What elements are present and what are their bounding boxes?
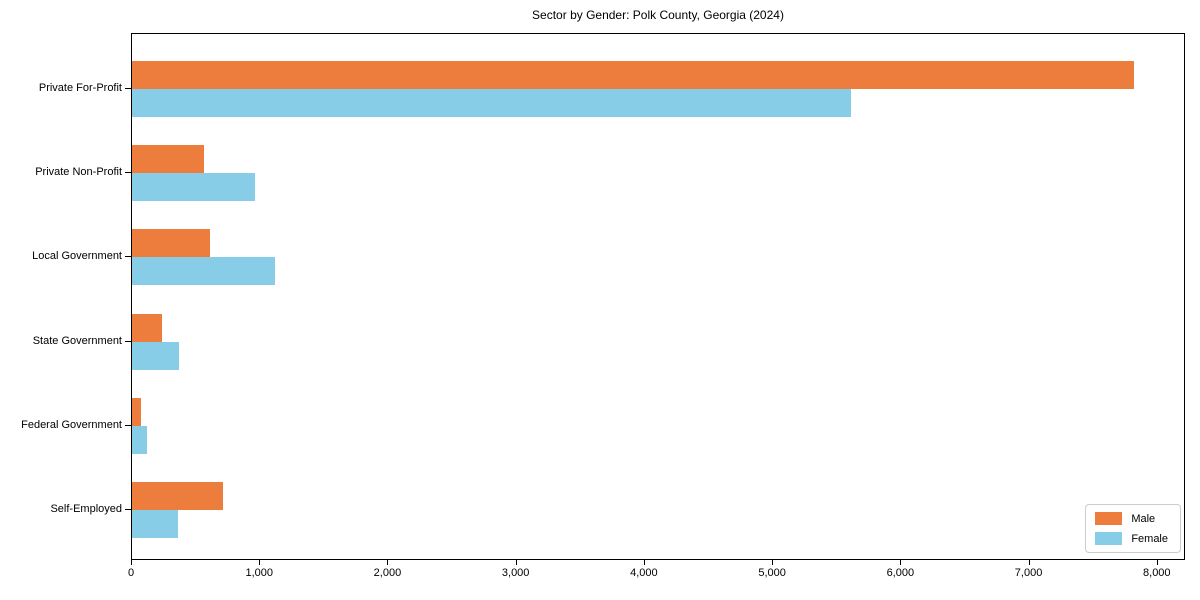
bar-female-private-non-profit	[132, 173, 255, 202]
legend-label-female: Female	[1131, 532, 1168, 545]
y-tick-mark	[125, 88, 131, 89]
x-tick-mark	[259, 560, 261, 565]
bar-male-self-employed	[132, 482, 223, 510]
legend: Male Female	[1085, 504, 1181, 553]
bar-male-private-non-profit	[132, 145, 204, 174]
x-tick-label: 8,000	[1143, 567, 1171, 579]
y-tick-mark	[125, 509, 131, 510]
x-tick-mark	[772, 560, 774, 565]
y-tick-mark	[125, 256, 131, 258]
legend-label-male: Male	[1131, 512, 1156, 525]
y-tick-mark	[125, 424, 131, 426]
bar-female-state-government	[132, 341, 180, 370]
bar-male-federal-government	[132, 397, 142, 426]
x-tick-label: 6,000	[886, 567, 915, 579]
x-tick-mark	[900, 560, 902, 565]
x-tick-mark	[515, 560, 517, 565]
y-tick-label: Local Government	[32, 250, 122, 263]
y-tick-label: Private Non-Profit	[35, 166, 122, 179]
x-tick-label: 4,000	[630, 567, 658, 579]
x-tick-label: 0	[127, 567, 135, 579]
x-tick-mark	[131, 560, 132, 565]
x-tick-label: 5,000	[758, 567, 786, 579]
y-tick-label: Self-Employed	[50, 503, 122, 515]
bar-male-local-government	[132, 229, 211, 258]
y-tick-mark	[125, 340, 131, 342]
x-tick-mark	[1156, 560, 1158, 565]
legend-swatch-male-icon	[1095, 512, 1123, 525]
x-tick-label: 1,000	[245, 567, 273, 579]
legend-item-female: Female	[1095, 532, 1168, 545]
chart-title: Sector by Gender: Polk County, Georgia (…	[532, 8, 784, 22]
x-tick-label: 7,000	[1014, 567, 1043, 579]
bar-female-self-employed	[132, 510, 179, 538]
x-tick-mark	[643, 560, 645, 565]
y-tick-label: Private For-Profit	[38, 82, 122, 94]
x-tick-mark	[1028, 560, 1030, 565]
x-tick-mark	[387, 560, 389, 565]
y-tick-label: Federal Government	[21, 418, 122, 431]
y-tick-label: State Government	[32, 334, 122, 347]
legend-swatch-female-icon	[1095, 532, 1123, 545]
y-tick-mark	[125, 172, 131, 174]
x-tick-label: 2,000	[373, 567, 402, 579]
x-tick-label: 3,000	[501, 567, 530, 579]
bar-female-local-government	[132, 257, 276, 286]
legend-item-male: Male	[1095, 512, 1168, 525]
bar-female-federal-government	[132, 425, 148, 454]
bar-male-private-for-profit	[132, 61, 1135, 89]
bar-male-state-government	[132, 313, 163, 342]
plot-area	[131, 33, 1185, 560]
bar-female-private-for-profit	[132, 89, 851, 117]
